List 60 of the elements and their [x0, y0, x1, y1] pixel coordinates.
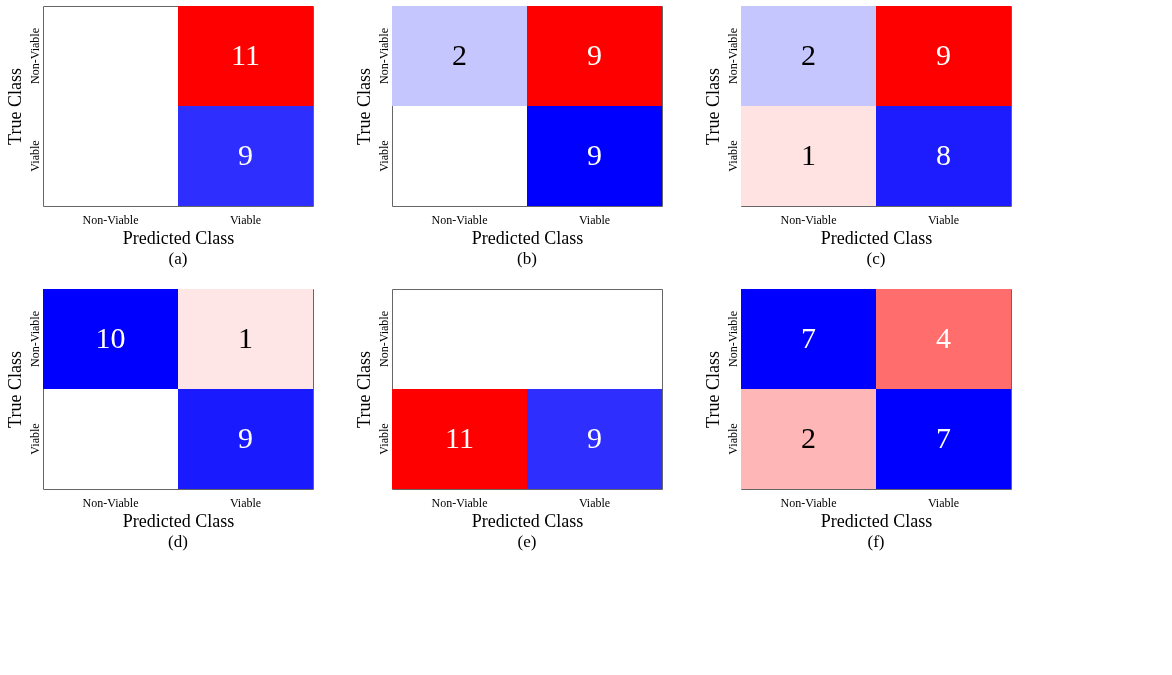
y-tick-label: Non-Viable: [725, 28, 740, 84]
y-tick-label: Non-Viable: [27, 311, 42, 367]
y-tick-label: Non-Viable: [725, 311, 740, 367]
data-label: 7: [936, 421, 951, 454]
x-axis-title: Predicted Class: [820, 510, 933, 531]
x-axis-title: Predicted Class: [471, 227, 584, 248]
x-axis-title: Predicted Class: [122, 510, 235, 531]
data-label: 9: [238, 421, 253, 454]
data-label: 9: [587, 38, 602, 71]
data-label: 1: [238, 321, 253, 354]
x-axis-title: Predicted Class: [471, 510, 584, 531]
x-tick-label: Viable: [927, 495, 960, 510]
y-tick-label: Viable: [27, 140, 42, 172]
text: (e): [517, 532, 537, 551]
x-tick-label: Non-Viable: [431, 212, 488, 227]
y-axis-title: True Class: [4, 68, 25, 145]
y-axis-title: True Class: [353, 68, 374, 145]
text: (c): [866, 249, 886, 268]
x-tick-label: Viable: [927, 212, 960, 227]
x-tick-label: Non-Viable: [780, 212, 837, 227]
data-label: 2: [452, 38, 467, 71]
data-label: 7: [801, 321, 816, 354]
y-axis-title: True Class: [702, 351, 723, 428]
y-axis-title: True Class: [702, 68, 723, 145]
y-axis-title: True Class: [353, 351, 374, 428]
y-tick-label: Non-Viable: [376, 28, 391, 84]
y-tick-label: Viable: [725, 423, 740, 455]
data-label: 2: [801, 38, 816, 71]
y-tick-label: Viable: [376, 423, 391, 455]
y-tick-label: Viable: [725, 140, 740, 172]
x-tick-label: Non-Viable: [431, 495, 488, 510]
data-label: 9: [238, 138, 253, 171]
x-tick-label: Non-Viable: [82, 495, 139, 510]
text: (d): [168, 532, 188, 551]
data-label: 11: [445, 421, 474, 454]
data-label: 9: [587, 138, 602, 171]
x-tick-label: Viable: [578, 495, 611, 510]
data-label: 8: [936, 138, 951, 171]
y-tick-label: Viable: [376, 140, 391, 172]
y-tick-label: Non-Viable: [376, 311, 391, 367]
y-tick-label: Non-Viable: [27, 28, 42, 84]
x-tick-label: Viable: [229, 212, 262, 227]
y-axis-title: True Class: [4, 351, 25, 428]
x-tick-label: Viable: [578, 212, 611, 227]
text: (f): [867, 532, 885, 551]
text: (b): [517, 249, 537, 268]
x-axis-title: Predicted Class: [820, 227, 933, 248]
data-label: 9: [936, 38, 951, 71]
x-tick-label: Viable: [229, 495, 262, 510]
data-label: 2: [801, 421, 816, 454]
text: (a): [168, 249, 188, 268]
data-label: 4: [936, 321, 951, 354]
x-tick-label: Non-Viable: [82, 212, 139, 227]
y-tick-label: Viable: [27, 423, 42, 455]
data-label: 1: [801, 138, 816, 171]
data-label: 11: [231, 38, 260, 71]
data-label: 9: [587, 421, 602, 454]
data-label: 10: [95, 321, 126, 354]
x-axis-title: Predicted Class: [122, 227, 235, 248]
x-tick-label: Non-Viable: [780, 495, 837, 510]
